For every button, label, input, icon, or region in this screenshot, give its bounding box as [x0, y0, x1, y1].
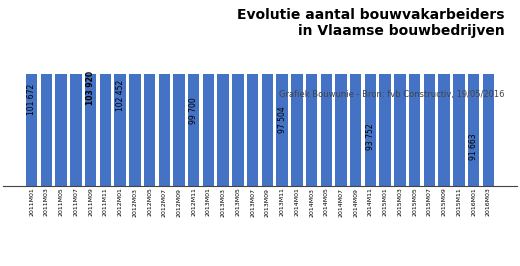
Bar — [262, 0, 273, 186]
Bar — [276, 0, 288, 186]
Bar — [70, 0, 82, 186]
Bar — [335, 0, 347, 186]
Bar — [247, 0, 258, 186]
Bar — [144, 0, 155, 186]
Bar — [424, 0, 435, 186]
Bar — [232, 0, 244, 186]
Text: 103 920: 103 920 — [86, 71, 95, 105]
Bar — [159, 0, 170, 186]
Text: 91 663: 91 663 — [469, 133, 478, 160]
Text: Evolutie aantal bouwvakarbeiders
in Vlaamse bouwbedrijven: Evolutie aantal bouwvakarbeiders in Vlaa… — [237, 8, 504, 38]
Bar — [291, 0, 303, 186]
Text: 93 752: 93 752 — [366, 124, 375, 150]
Bar — [217, 0, 229, 186]
Bar — [380, 0, 391, 186]
Bar — [409, 0, 420, 186]
Text: 97 504: 97 504 — [278, 107, 287, 134]
Bar — [41, 0, 52, 186]
Text: Grafiek Bouwunie - Bron: fvb Constructiv, 19/05/2016: Grafiek Bouwunie - Bron: fvb Constructiv… — [279, 90, 504, 99]
Bar — [173, 0, 185, 186]
Bar — [320, 0, 332, 186]
Bar — [365, 0, 376, 186]
Bar — [129, 0, 140, 186]
Text: 101 672: 101 672 — [27, 84, 36, 115]
Text: 99 700: 99 700 — [189, 97, 198, 124]
Bar — [438, 0, 450, 186]
Text: 102 452: 102 452 — [115, 80, 125, 111]
Bar — [453, 0, 464, 186]
Bar — [394, 0, 406, 186]
Bar — [203, 0, 214, 186]
Bar — [483, 0, 494, 186]
Bar — [56, 0, 67, 186]
Bar — [114, 0, 126, 186]
Bar — [26, 0, 37, 186]
Bar — [85, 0, 96, 186]
Bar — [306, 0, 317, 186]
Bar — [188, 0, 200, 186]
Bar — [468, 0, 479, 186]
Bar — [350, 0, 361, 186]
Bar — [100, 0, 111, 186]
